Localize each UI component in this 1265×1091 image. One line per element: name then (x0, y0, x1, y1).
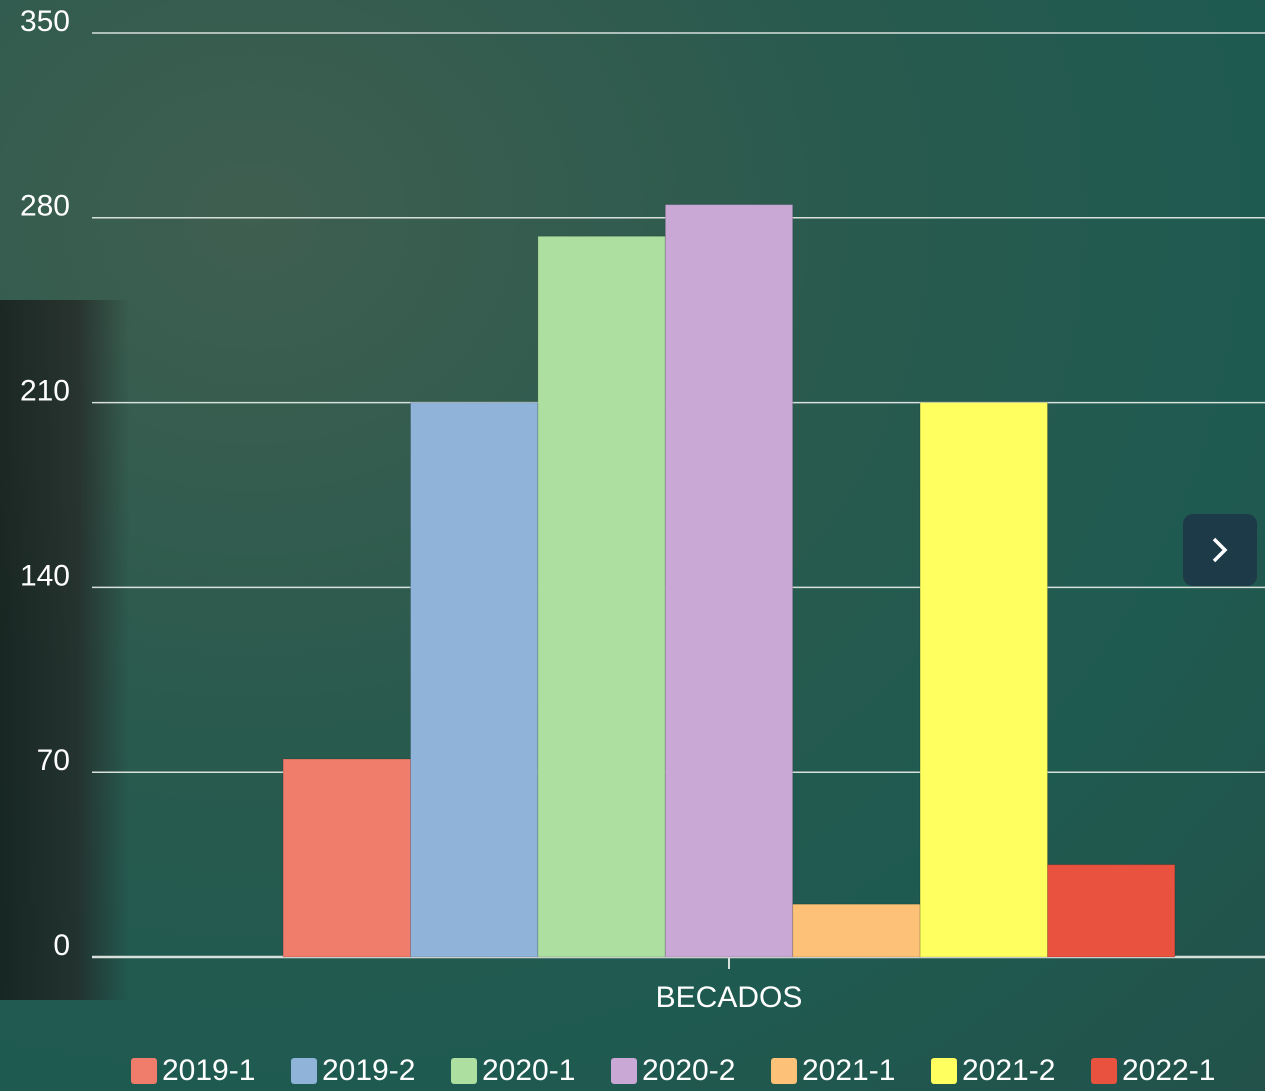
y-tick-label: 0 (53, 929, 70, 962)
page: 0 70 140 210 280 350 BECADOS 2019-1 2019-2 2020-1… (0, 0, 1265, 1091)
legend-swatch (291, 1058, 317, 1084)
y-tick-label: 280 (20, 190, 70, 223)
legend-label: 2019-1 (162, 1054, 255, 1087)
legend-label: 2022-1 (1122, 1054, 1215, 1087)
next-button[interactable] (1183, 514, 1257, 586)
bar (538, 236, 665, 957)
y-tick-label: 70 (37, 744, 70, 777)
bar (283, 759, 410, 957)
legend-label: 2019-2 (322, 1054, 415, 1087)
y-tick-label: 350 (20, 5, 70, 38)
legend-swatch (611, 1058, 637, 1084)
y-tick-label: 210 (20, 375, 70, 408)
legend-label: 2020-1 (482, 1054, 575, 1087)
chart: 0 70 140 210 280 350 BECADOS 2019-1 2019-2 2020-1… (0, 0, 1265, 1091)
bar (920, 403, 1047, 957)
legend-label: 2021-1 (802, 1054, 895, 1087)
legend-swatch (1091, 1058, 1117, 1084)
legend-label: 2020-2 (642, 1054, 735, 1087)
bar (411, 403, 538, 957)
bar (665, 205, 792, 957)
bar (1048, 865, 1175, 957)
y-tick-label: 140 (20, 559, 70, 592)
chevron-icon (1208, 535, 1232, 565)
legend-swatch (931, 1058, 957, 1084)
legend-label: 2021-2 (962, 1054, 1055, 1087)
legend-swatch (451, 1058, 477, 1084)
bar (793, 904, 920, 957)
legend-swatch (131, 1058, 157, 1084)
legend-swatch (771, 1058, 797, 1084)
x-tick-label: BECADOS (656, 981, 803, 1014)
